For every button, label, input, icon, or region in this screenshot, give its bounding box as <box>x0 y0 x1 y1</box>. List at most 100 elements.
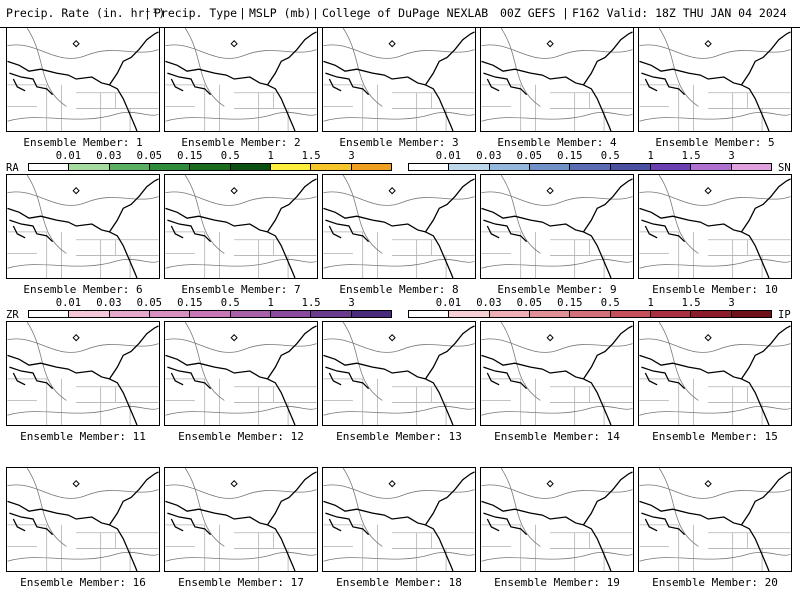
scale-tick-label: 0.5 <box>600 150 620 162</box>
scale-color-cell <box>409 311 450 317</box>
ensemble-map-13 <box>322 321 476 426</box>
ra-precip-scale: 0.01 0.03 0.05 0.15 0.5 1 1.5 3 <box>28 150 392 172</box>
ensemble-member-label: Ensemble Member: 16 <box>20 576 146 589</box>
scale-tick-label: 0.01 <box>55 297 82 309</box>
ensemble-member-label: Ensemble Member: 20 <box>652 576 778 589</box>
scale-color-cell <box>731 164 771 170</box>
scale-tick-label: 3 <box>348 297 355 309</box>
ensemble-member-label: Ensemble Member: 1 <box>23 136 143 149</box>
scale-tick-label: 0.01 <box>55 150 82 162</box>
sn-precip-scale: 0.01 0.03 0.05 0.15 0.5 1 1.5 3 <box>408 150 772 172</box>
scale-color-cell <box>311 164 352 170</box>
scale-tick-label: 1.5 <box>301 150 321 162</box>
scale-tick-label: 1.5 <box>681 297 701 309</box>
scale-color-cell <box>570 311 611 317</box>
ensemble-map-12 <box>164 321 318 426</box>
scale-tick-label: 1 <box>267 150 274 162</box>
header-separator: | <box>312 6 319 20</box>
scale-color-cell <box>29 164 70 170</box>
ensemble-member-label: Ensemble Member: 10 <box>652 283 778 296</box>
ensemble-member-label: Ensemble Member: 18 <box>336 576 462 589</box>
scale-color-cell <box>731 311 771 317</box>
header-separator: | <box>562 6 569 20</box>
ensemble-member-label: Ensemble Member: 12 <box>178 430 304 443</box>
scale-color-cell <box>691 311 732 317</box>
scale-tick-label: 1 <box>647 297 654 309</box>
scale-color-cell <box>29 311 70 317</box>
scale-tick-label: 3 <box>348 150 355 162</box>
scale-color-cell <box>351 311 391 317</box>
scale-tick-label: 0.05 <box>136 150 162 162</box>
scale-tick-label: 0.05 <box>516 150 542 162</box>
scale-tick-label: 0.15 <box>177 150 203 162</box>
ra-scale-tag: RA <box>6 162 19 174</box>
ensemble-member-label: Ensemble Member: 13 <box>336 430 462 443</box>
ensemble-map-11 <box>6 321 160 426</box>
scale-tick-label: 3 <box>728 150 735 162</box>
scale-tick-label: 1.5 <box>301 297 321 309</box>
ensemble-member-label: Ensemble Member: 19 <box>494 576 620 589</box>
ensemble-map-5 <box>638 27 792 132</box>
ensemble-member-label: Ensemble Member: 11 <box>20 430 146 443</box>
ensemble-member-label: Ensemble Member: 14 <box>494 430 620 443</box>
scale-color-cell <box>190 311 231 317</box>
zr-scale-tag: ZR <box>6 309 19 321</box>
ensemble-map-10 <box>638 174 792 279</box>
scale-color-cell <box>610 311 651 317</box>
ensemble-map-9 <box>480 174 634 279</box>
scale-color-cell <box>69 164 110 170</box>
scale-color-cell <box>69 311 110 317</box>
ensemble-map-7 <box>164 174 318 279</box>
ensemble-map-3 <box>322 27 476 132</box>
ensemble-member-label: Ensemble Member: 5 <box>655 136 775 149</box>
scale-color-cell <box>489 164 530 170</box>
scale-tick-label: 0.03 <box>96 297 122 309</box>
ensemble-member-label: Ensemble Member: 15 <box>652 430 778 443</box>
scale-tick-label: 1 <box>267 297 274 309</box>
ensemble-member-label: Ensemble Member: 17 <box>178 576 304 589</box>
scale-tick-label: 0.15 <box>557 150 583 162</box>
scale-color-cell <box>409 164 450 170</box>
scale-color-cell <box>230 164 271 170</box>
ensemble-map-8 <box>322 174 476 279</box>
scale-color-cell <box>311 311 352 317</box>
scale-color-cell <box>449 164 490 170</box>
scale-tick-label: 0.5 <box>600 297 620 309</box>
ensemble-member-label: Ensemble Member: 8 <box>339 283 459 296</box>
header-source: College of DuPage NEXLAB <box>322 6 489 20</box>
header-separator: | <box>239 6 246 20</box>
ensemble-member-label: Ensemble Member: 6 <box>23 283 143 296</box>
scale-color-cell <box>270 164 312 170</box>
scale-color-cell <box>529 311 571 317</box>
scale-tick-label: 0.5 <box>220 150 240 162</box>
scale-tick-label: 0.5 <box>220 297 240 309</box>
header-separator: | <box>144 6 151 20</box>
scale-color-cell <box>570 164 611 170</box>
scale-color-cell <box>449 311 490 317</box>
scale-color-cell <box>190 164 231 170</box>
ensemble-member-label: Ensemble Member: 4 <box>497 136 617 149</box>
header-ptype: Precip. Type <box>154 6 238 20</box>
scale-color-cell <box>610 164 651 170</box>
ip-precip-scale: 0.01 0.03 0.05 0.15 0.5 1 1.5 3 <box>408 297 772 319</box>
scale-color-cell <box>109 311 150 317</box>
ensemble-map-15 <box>638 321 792 426</box>
scale-tick-label: 3 <box>728 297 735 309</box>
scale-tick-label: 0.01 <box>435 150 462 162</box>
ip-scale-tag: IP <box>778 309 791 321</box>
scale-color-cell <box>109 164 150 170</box>
scale-color-cell <box>270 311 312 317</box>
ensemble-member-label: Ensemble Member: 7 <box>181 283 301 296</box>
ensemble-member-label: Ensemble Member: 2 <box>181 136 301 149</box>
ensemble-map-6 <box>6 174 160 279</box>
ensemble-map-18 <box>322 467 476 572</box>
ensemble-map-4 <box>480 27 634 132</box>
ensemble-member-label: Ensemble Member: 9 <box>497 283 617 296</box>
scale-color-cell <box>650 311 692 317</box>
scale-tick-label: 0.03 <box>476 150 502 162</box>
zr-precip-scale: 0.01 0.03 0.05 0.15 0.5 1 1.5 3 <box>28 297 392 319</box>
scale-color-cell <box>230 311 271 317</box>
map-header: Precip. Rate (in. hr⁻¹) | Precip. Type |… <box>0 0 800 28</box>
ensemble-map-17 <box>164 467 318 572</box>
scale-tick-label: 0.03 <box>476 297 502 309</box>
